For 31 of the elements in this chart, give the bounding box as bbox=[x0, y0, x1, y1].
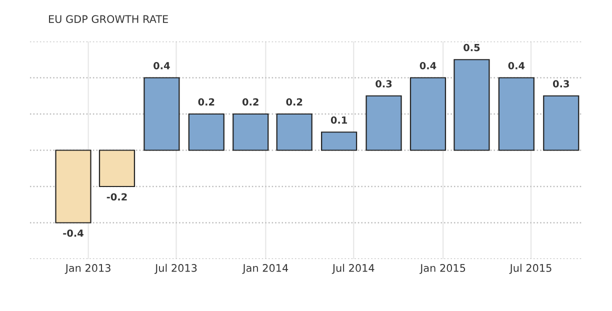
x-tick-label: Jan 2015 bbox=[420, 264, 466, 274]
bar bbox=[410, 77, 446, 151]
bar bbox=[543, 95, 580, 151]
data-label: 0.5 bbox=[464, 44, 480, 52]
x-tick-label: Jul 2015 bbox=[509, 264, 552, 274]
data-label: 0.4 bbox=[508, 62, 525, 70]
bar bbox=[321, 132, 358, 151]
bar bbox=[55, 150, 92, 224]
data-label: 0.2 bbox=[198, 98, 214, 106]
data-label: 0.4 bbox=[154, 62, 170, 70]
data-label: 0.1 bbox=[330, 116, 347, 124]
chart-title: EU GDP GROWTH RATE bbox=[49, 15, 168, 24]
x-tick-label: Jan 2014 bbox=[242, 264, 288, 274]
data-label: 0.4 bbox=[420, 62, 436, 70]
bar bbox=[144, 77, 180, 151]
bar bbox=[232, 113, 269, 151]
x-tick-label: Jul 2013 bbox=[154, 264, 197, 274]
data-label: 0.3 bbox=[376, 80, 392, 88]
x-tick-label: Jan 2013 bbox=[64, 264, 110, 274]
data-label: -0.4 bbox=[63, 229, 84, 237]
data-label: -0.2 bbox=[106, 193, 127, 201]
bar bbox=[98, 150, 136, 188]
x-tick-label: Jul 2014 bbox=[332, 264, 374, 274]
data-label: 0.2 bbox=[286, 98, 302, 106]
bar bbox=[188, 113, 224, 151]
bar bbox=[366, 95, 402, 151]
bar bbox=[498, 77, 534, 151]
bar bbox=[276, 113, 312, 151]
data-label: 0.3 bbox=[552, 80, 569, 88]
data-label: 0.2 bbox=[242, 98, 258, 106]
bar bbox=[454, 59, 490, 151]
